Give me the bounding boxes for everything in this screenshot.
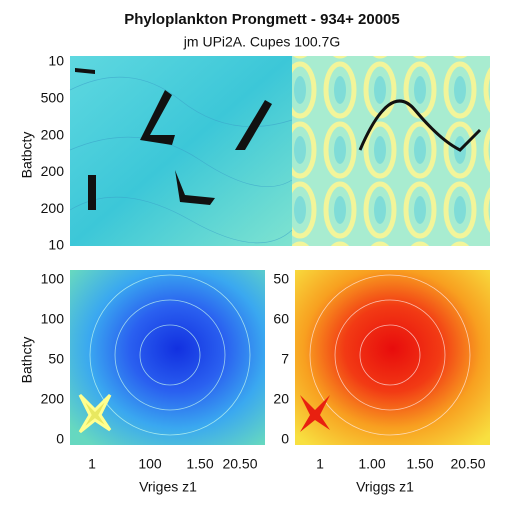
y-tick-label: 200 (41, 126, 65, 142)
x-tick-label: 1.00 (358, 456, 385, 472)
y-tick-label: 0 (56, 431, 64, 447)
title: Phyloplankton Prongmett - 934+ 20005 (124, 11, 400, 28)
y-tick-label: 100 (41, 271, 65, 287)
subtitle: jm UPi2A. Cupes 100.7G (183, 34, 340, 50)
y-tick-label: 10 (48, 237, 64, 253)
bottom-right-panel (295, 270, 490, 445)
y-axis-label: Batbcty (19, 132, 35, 179)
x-tick-label: 100 (138, 456, 162, 472)
y-tick-label: 100 (41, 311, 65, 327)
bottom-left-panel (70, 270, 265, 445)
y-tick-label: 10 (48, 53, 64, 69)
x-axis-label: Vriggs z1 (356, 479, 414, 495)
y-tick-label: 50 (273, 271, 289, 287)
top-panel (69, 56, 490, 246)
y-tick-label: 0 (281, 431, 289, 447)
y-tick-label: 200 (41, 200, 65, 216)
x-tick-label: 1 (316, 456, 324, 472)
y-axis-label: Bathcty (19, 337, 35, 384)
y-tick-label: 20 (273, 391, 289, 407)
y-tick-label: 50 (48, 351, 64, 367)
x-tick-label: 20.50 (450, 456, 485, 472)
y-tick-label: 60 (273, 311, 289, 327)
x-tick-label: 1.50 (406, 456, 433, 472)
y-tick-label: 200 (41, 391, 65, 407)
x-tick-label: 1 (88, 456, 96, 472)
y-tick-label: 200 (41, 163, 65, 179)
x-tick-label: 1.50 (186, 456, 213, 472)
y-tick-label: 500 (41, 90, 65, 106)
y-tick-label: 7 (281, 351, 289, 367)
x-axis-label: Vriges z1 (139, 479, 197, 495)
x-tick-label: 20.50 (222, 456, 257, 472)
